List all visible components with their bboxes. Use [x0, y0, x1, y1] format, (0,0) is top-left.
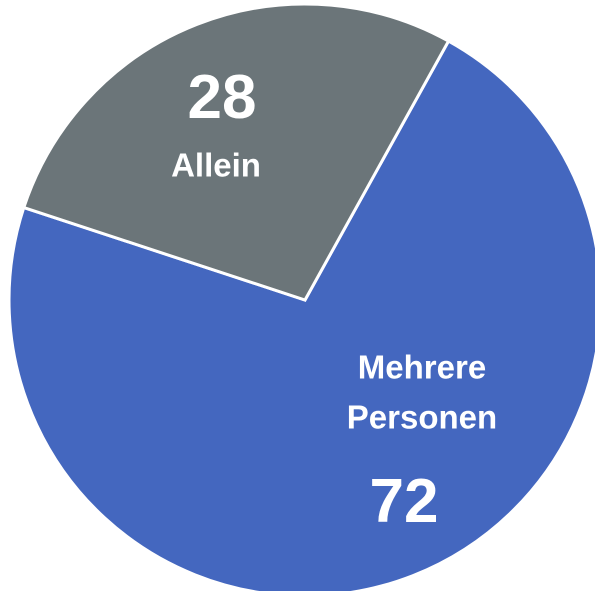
slice-label: Allein	[171, 146, 261, 184]
value-label: 28	[187, 63, 257, 132]
slice	[7, 39, 595, 591]
slice	[21, 2, 451, 302]
slice-label: Mehrere Personen	[346, 348, 498, 436]
value-label: 72	[369, 467, 439, 536]
